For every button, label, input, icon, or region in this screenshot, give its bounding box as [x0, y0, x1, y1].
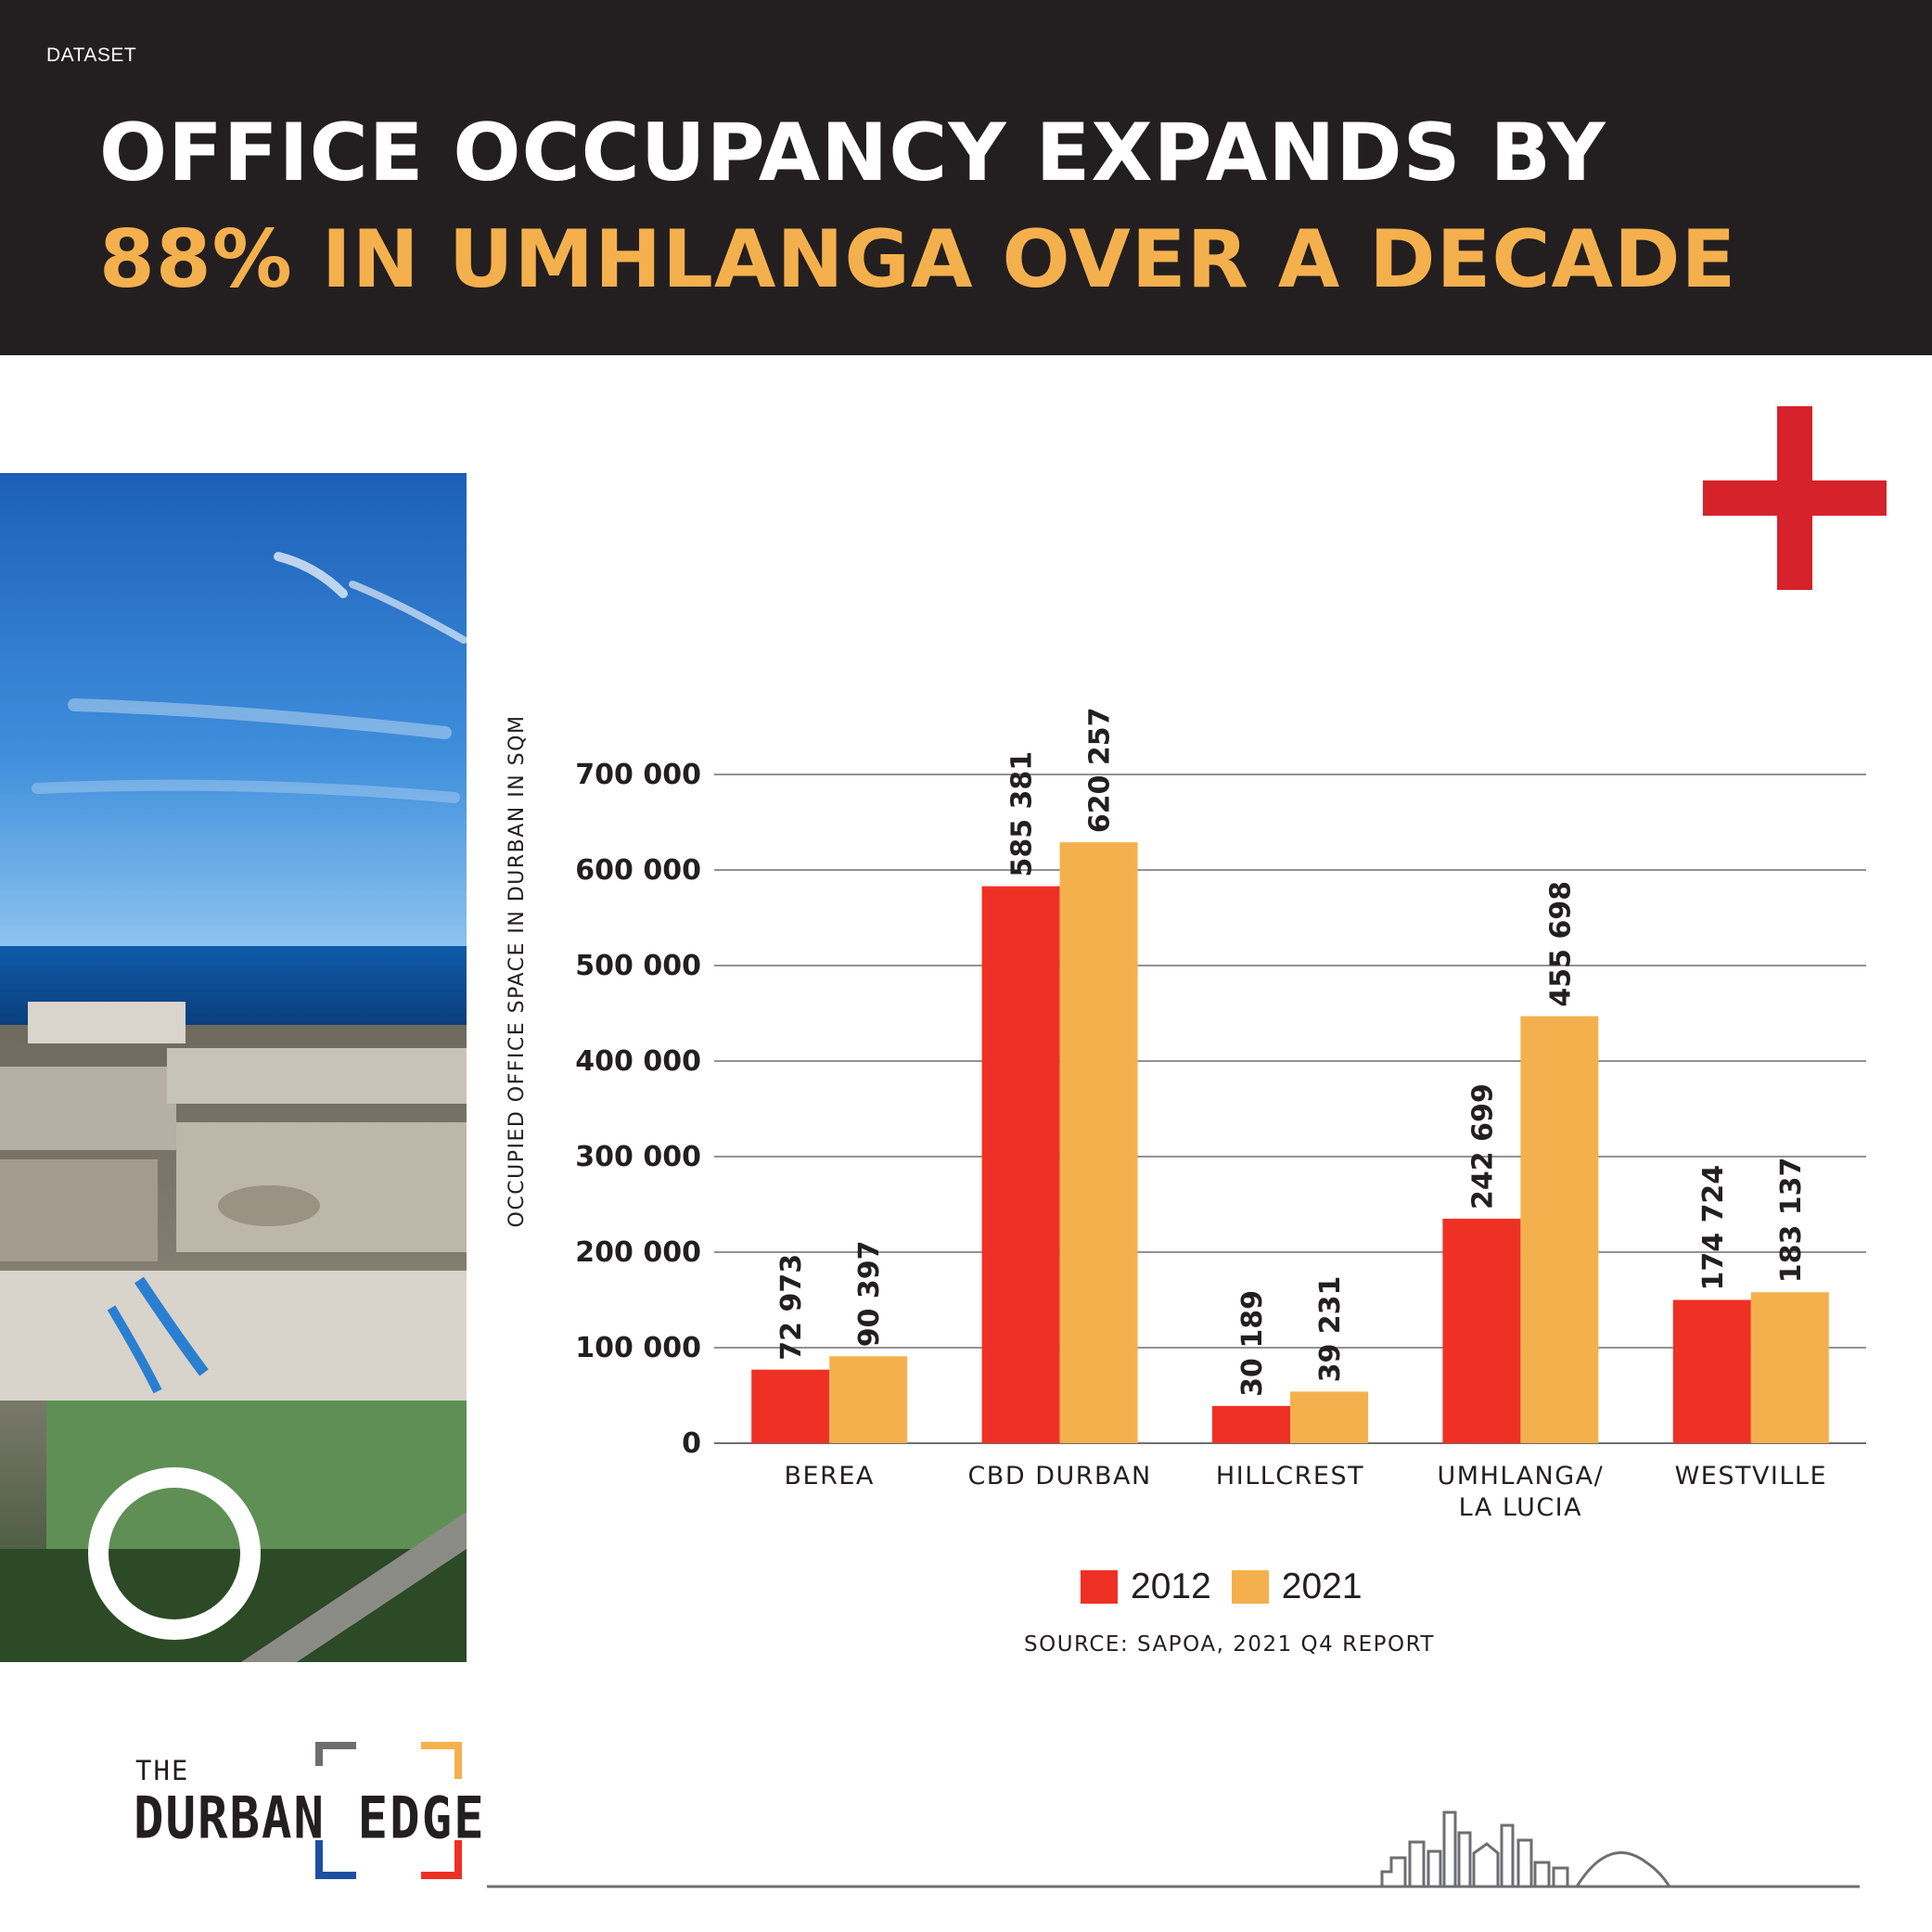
x-tick-label: WESTVILLE	[1675, 1462, 1827, 1491]
data-label-2012: 174 724	[1697, 1165, 1730, 1291]
legend-label-2021: 2021	[1281, 1567, 1363, 1606]
data-label-2012: 72 973	[775, 1254, 808, 1361]
legend-label-2012: 2012	[1131, 1567, 1211, 1606]
data-label-2021: 183 137	[1775, 1158, 1808, 1284]
x-axis-ticks: BEREA CBD DURBAN HILLCREST UMHLANGA/LA LUCI…	[785, 1462, 1827, 1522]
y-tick-label: 600 000	[575, 854, 701, 887]
x-tick-label: UMHLANGA/	[1438, 1462, 1605, 1491]
occupancy-bar-chart: OCCUPIED OFFICE SPACE IN DURBAN IN SQM 0…	[505, 707, 1866, 1522]
y-tick-label: 200 000	[575, 1236, 701, 1269]
y-axis-label: OCCUPIED OFFICE SPACE IN DURBAN IN SQM	[505, 715, 529, 1228]
logo-text-name: DURBAN EDGE	[134, 1785, 486, 1852]
plus-icon	[1703, 406, 1887, 590]
logo-text-the: THE	[135, 1755, 190, 1786]
logo-brackets-icon	[315, 1742, 462, 1879]
umhlanga-aerial-photo	[0, 473, 467, 1662]
legend-item-2012: 2012	[1081, 1567, 1211, 1607]
legend-item-2021: 2021	[1231, 1567, 1363, 1607]
data-label-2021: 620 257	[1084, 707, 1117, 833]
legend: 2012 2021	[1081, 1566, 1383, 1608]
bar-2012	[1442, 1218, 1521, 1443]
legend-swatch-2012	[1081, 1570, 1118, 1604]
headline-line-1: OFFICE OCCUPANCY EXPANDS BY	[99, 107, 1606, 199]
bar-2021	[1290, 1391, 1368, 1443]
bar-2012	[1672, 1299, 1751, 1443]
header-banner: DATASET OFFICE OCCUPANCY EXPANDS BY 88% …	[0, 0, 1932, 355]
data-label-2012: 242 699	[1466, 1083, 1499, 1209]
x-tick-label: BEREA	[785, 1462, 875, 1491]
bar-2021	[829, 1356, 908, 1443]
kicker-label: DATASET	[46, 45, 137, 66]
headline-line-2: 88% IN UMHLANGA OVER A DECADE	[99, 213, 1737, 306]
x-tick-label: CBD DURBAN	[967, 1462, 1151, 1491]
bar-2012	[981, 886, 1060, 1443]
circle-outline-icon	[88, 1467, 261, 1640]
data-label-2021: 39 231	[1314, 1276, 1347, 1383]
x-tick-label: HILLCREST	[1216, 1462, 1364, 1491]
data-label-2012: 30 189	[1236, 1290, 1269, 1397]
data-label-2012: 585 381	[1006, 751, 1039, 877]
bar-2021	[1520, 1016, 1599, 1443]
y-tick-label: 500 000	[575, 950, 701, 982]
y-tick-label: 700 000	[575, 759, 701, 791]
bar-2021	[1059, 842, 1138, 1443]
legend-swatch-2021	[1231, 1570, 1269, 1604]
y-tick-label: 400 000	[575, 1045, 701, 1078]
bar-2012	[751, 1369, 830, 1443]
bar-2012	[1212, 1405, 1290, 1443]
y-axis-ticks: 0 100 000 200 000 300 000 400 000 500 000 600 …	[575, 759, 701, 1460]
data-label-2021: 455 698	[1544, 881, 1577, 1007]
y-tick-label: 100 000	[575, 1332, 701, 1364]
data-labels: 72 973 90 397 585 381 620 257 30 189 39 231 24…	[775, 707, 1808, 1396]
source-note: SOURCE: SAPOA, 2021 Q4 REPORT	[1024, 1632, 1435, 1657]
bar-2021	[1750, 1292, 1829, 1443]
y-tick-label: 0	[682, 1427, 701, 1460]
data-label-2021: 90 397	[853, 1240, 886, 1347]
city-skyline-icon	[487, 1810, 1860, 1888]
durban-edge-logo: THE DURBAN EDGE	[130, 1742, 484, 1879]
x-tick-label: LA LUCIA	[1459, 1493, 1582, 1522]
bar-series	[751, 842, 1829, 1443]
y-tick-label: 300 000	[575, 1141, 701, 1173]
